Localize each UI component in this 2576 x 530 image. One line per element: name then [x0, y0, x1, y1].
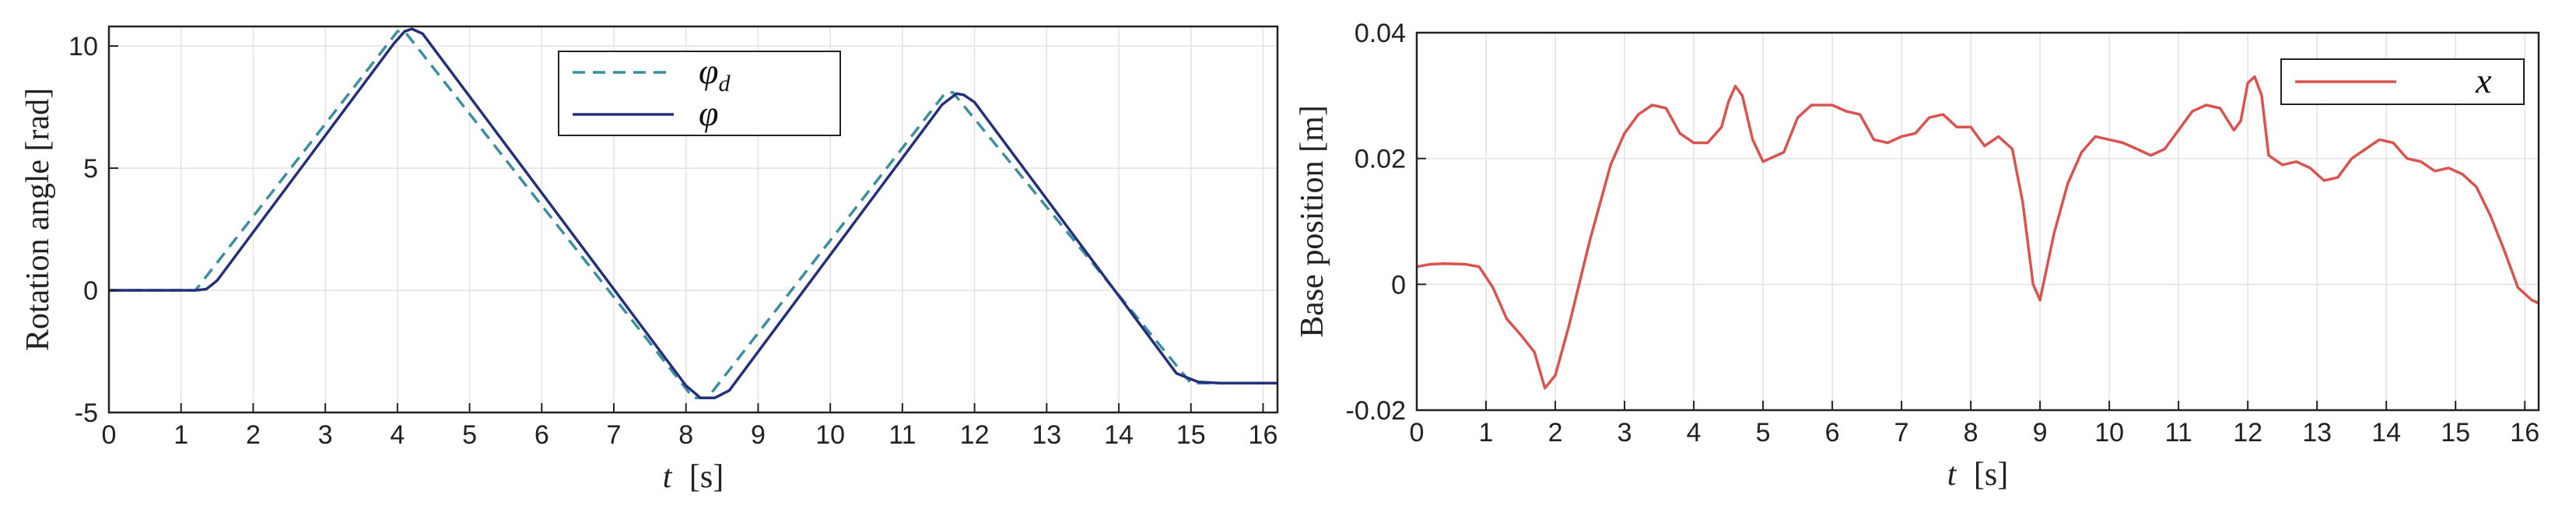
y-tick-label: 0.04	[1355, 19, 1406, 48]
x-tick-label: 0	[102, 420, 117, 450]
y-tick-label: -0.02	[1346, 396, 1407, 426]
y-tick-label: -5	[75, 398, 98, 428]
x-tick-label: 6	[1825, 418, 1840, 448]
x-tick-label: 7	[607, 420, 622, 450]
x-tick-label: 4	[390, 420, 405, 450]
series-lines	[1416, 75, 2539, 390]
x-tick-label: 14	[1104, 420, 1134, 450]
plot-frame	[1415, 31, 2540, 412]
x-tick-label: 13	[2302, 418, 2332, 448]
y-tick-label: 0	[1391, 270, 1406, 300]
x-tick-label: 0	[1410, 418, 1425, 448]
y-tick-label: 0.02	[1355, 145, 1406, 174]
y-tick-label: 10	[68, 32, 98, 61]
base-position-chart: 0 1 2 3 4 5 6 7 8 9 10 11 12 13 14 15 16 -0.0200.020.04 …	[1295, 19, 2540, 493]
x-tick-label: 9	[2033, 418, 2048, 448]
x-tick-label: 11	[888, 420, 916, 450]
x-tick-label: 15	[2441, 418, 2470, 448]
x-tick-label: 14	[2371, 418, 2401, 448]
x-axis-unit: [s]	[689, 459, 724, 495]
x-tick-label: 1	[173, 420, 188, 450]
x-tick-label: 9	[751, 420, 766, 450]
y-tick-label: 5	[83, 154, 98, 184]
x-tick-label: 5	[462, 420, 477, 450]
y-tick-label: 0	[83, 276, 98, 306]
x-tick-label: 15	[1176, 420, 1206, 450]
x-tick-label: 10	[2094, 418, 2124, 448]
series-line-1	[109, 27, 1277, 399]
x-axis-unit: [s]	[1974, 457, 2008, 493]
x-tick-labels: 0 1 2 3 4 5 6 7 8 9 10 11 12 13 14 15 16	[1410, 401, 2539, 448]
x-tick-label: 10	[815, 420, 845, 450]
x-tick-labels: 0 1 2 3 4 5 6 7 8 9 10 11 12 13 14 15 16	[102, 403, 1278, 450]
y-tick-labels: -0.02 0 0.02 0.04	[1346, 19, 1426, 426]
series-line-0	[1416, 75, 2539, 390]
legend-label-1: φ	[699, 93, 718, 133]
x-tick-label: 8	[678, 420, 693, 450]
x-tick-label: 12	[960, 420, 990, 450]
x-tick-label: 8	[1964, 418, 1978, 448]
x-tick-label: 13	[1032, 420, 1061, 450]
y-tick-labels: -5 0 5 10	[68, 32, 118, 428]
x-tick-label: 4	[1687, 418, 1702, 448]
x-tick-label: 12	[2233, 418, 2262, 448]
series-lines	[109, 27, 1277, 399]
x-tick-label: 7	[1894, 418, 1909, 448]
x-axis-variable: t	[663, 459, 673, 495]
x-axis-variable: t	[1947, 457, 1957, 493]
x-axis-label: t [s]	[663, 459, 724, 495]
legend: x	[2280, 58, 2525, 105]
x-tick-label: 6	[534, 420, 549, 450]
x-tick-label: 2	[1548, 418, 1563, 448]
x-axis-label: t [s]	[1947, 457, 2009, 493]
legend-subscript: d	[718, 71, 731, 97]
x-tick-label: 3	[318, 420, 333, 450]
x-tick-label: 16	[2510, 418, 2539, 448]
legend-box	[558, 51, 841, 136]
legend: φdφ	[558, 51, 841, 136]
x-tick-label: 2	[246, 420, 261, 450]
x-tick-label: 3	[1617, 418, 1632, 448]
legend-label-0: x	[2475, 61, 2492, 100]
x-tick-label: 11	[2164, 418, 2192, 448]
y-axis-label: Base position [m]	[1295, 105, 1330, 338]
x-tick-label: 16	[1249, 420, 1278, 450]
y-axis-label: Rotation angle [rad]	[20, 88, 56, 351]
plot-frame	[107, 25, 1279, 414]
x-tick-label: 1	[1479, 418, 1494, 448]
x-tick-label: 5	[1756, 418, 1771, 448]
